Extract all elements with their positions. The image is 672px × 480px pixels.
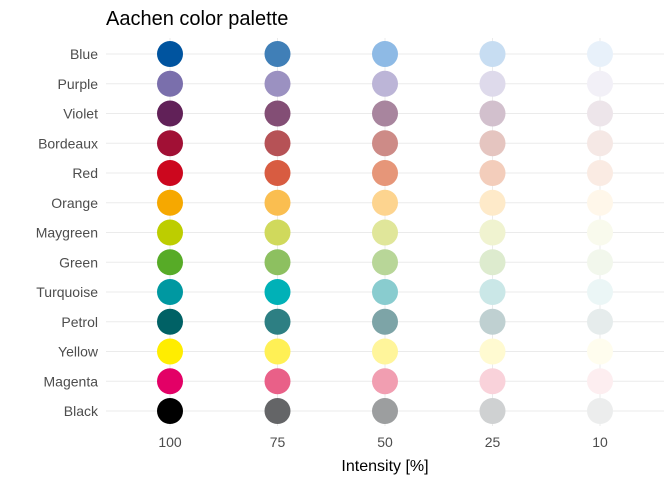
color-swatch-point bbox=[157, 308, 183, 335]
color-swatch-point bbox=[264, 398, 291, 424]
color-swatch-point bbox=[479, 41, 506, 67]
color-swatch-point bbox=[479, 70, 506, 97]
color-swatch-point bbox=[372, 100, 398, 127]
color-swatch-point bbox=[479, 338, 506, 365]
color-swatch-point bbox=[264, 189, 291, 216]
x-tick-label: 100 bbox=[158, 434, 182, 450]
color-swatch-point bbox=[372, 398, 398, 424]
color-swatch-point bbox=[479, 160, 506, 186]
color-swatch-point bbox=[479, 189, 506, 216]
color-swatch-point bbox=[479, 398, 506, 424]
color-swatch-point bbox=[479, 130, 506, 157]
y-tick-label: Green bbox=[59, 254, 98, 270]
color-swatch-point bbox=[587, 338, 613, 365]
y-axis-tick-labels: Blue Purple Violet Bordeaux Red Orange Maygree… bbox=[36, 46, 99, 419]
color-swatch-point bbox=[157, 338, 183, 365]
color-swatch-point bbox=[372, 338, 398, 365]
color-swatch-point bbox=[157, 398, 183, 424]
color-swatch-point bbox=[157, 189, 183, 216]
color-swatch-point bbox=[264, 368, 291, 395]
x-tick-label: 10 bbox=[592, 434, 608, 450]
color-swatch-point bbox=[587, 130, 613, 157]
y-tick-label: Violet bbox=[63, 106, 98, 122]
color-swatch-point bbox=[587, 279, 613, 305]
color-swatch-point bbox=[587, 249, 613, 276]
color-swatch-point bbox=[264, 249, 291, 276]
y-tick-label: Blue bbox=[70, 46, 98, 62]
color-swatch-point bbox=[157, 279, 183, 305]
y-tick-label: Purple bbox=[58, 76, 99, 92]
y-tick-label: Black bbox=[64, 403, 99, 419]
color-swatch-point bbox=[264, 160, 291, 186]
y-tick-label: Orange bbox=[51, 195, 98, 211]
y-tick-label: Magenta bbox=[44, 373, 99, 389]
y-tick-label: Turquoise bbox=[36, 284, 98, 300]
color-swatch-point bbox=[157, 130, 183, 157]
color-swatch-point bbox=[587, 41, 613, 67]
color-swatch-point bbox=[264, 70, 291, 97]
x-tick-label: 50 bbox=[377, 434, 393, 450]
color-swatch-point bbox=[157, 249, 183, 276]
color-swatch-point bbox=[372, 368, 398, 395]
color-swatch-point bbox=[264, 130, 291, 157]
x-tick-label: 25 bbox=[485, 434, 501, 450]
y-tick-label: Yellow bbox=[58, 344, 99, 360]
color-swatch-point bbox=[372, 41, 398, 67]
color-swatch-point bbox=[264, 279, 291, 305]
color-swatch-point bbox=[479, 279, 506, 305]
color-swatch-point bbox=[264, 219, 291, 246]
color-swatch-point bbox=[372, 130, 398, 157]
color-swatch-point bbox=[587, 368, 613, 395]
color-swatch-point bbox=[157, 70, 183, 97]
color-swatch-point bbox=[587, 398, 613, 424]
color-swatch-point bbox=[479, 219, 506, 246]
color-swatch-point bbox=[587, 308, 613, 335]
color-swatch-point bbox=[264, 308, 291, 335]
y-tick-label: Red bbox=[72, 165, 98, 181]
color-swatch-point bbox=[157, 100, 183, 127]
color-swatches bbox=[157, 41, 613, 424]
x-tick-label: 75 bbox=[270, 434, 286, 450]
color-swatch-point bbox=[372, 249, 398, 276]
color-swatch-point bbox=[479, 100, 506, 127]
color-swatch-point bbox=[587, 70, 613, 97]
color-swatch-point bbox=[372, 219, 398, 246]
color-swatch-point bbox=[264, 100, 291, 127]
x-axis-title: Intensity [%] bbox=[341, 458, 428, 475]
color-swatch-point bbox=[372, 70, 398, 97]
color-swatch-point bbox=[157, 160, 183, 186]
color-swatch-point bbox=[587, 160, 613, 186]
color-swatch-point bbox=[372, 308, 398, 335]
x-axis-tick-labels: 100 75 50 25 10 bbox=[158, 434, 608, 450]
color-swatch-point bbox=[157, 41, 183, 67]
color-swatch-point bbox=[587, 100, 613, 127]
color-swatch-point bbox=[157, 368, 183, 395]
color-swatch-point bbox=[372, 189, 398, 216]
color-swatch-point bbox=[479, 249, 506, 276]
chart-title: Aachen color palette bbox=[106, 8, 288, 30]
color-swatch-point bbox=[264, 41, 291, 67]
color-swatch-point bbox=[479, 368, 506, 395]
color-swatch-point bbox=[157, 219, 183, 246]
y-tick-label: Maygreen bbox=[36, 225, 98, 241]
color-swatch-point bbox=[587, 219, 613, 246]
color-swatch-point bbox=[587, 189, 613, 216]
color-swatch-point bbox=[372, 279, 398, 305]
y-tick-label: Bordeaux bbox=[38, 135, 98, 151]
color-swatch-point bbox=[264, 338, 291, 365]
y-tick-label: Petrol bbox=[61, 314, 98, 330]
color-swatch-point bbox=[372, 160, 398, 186]
color-swatch-point bbox=[479, 308, 506, 335]
